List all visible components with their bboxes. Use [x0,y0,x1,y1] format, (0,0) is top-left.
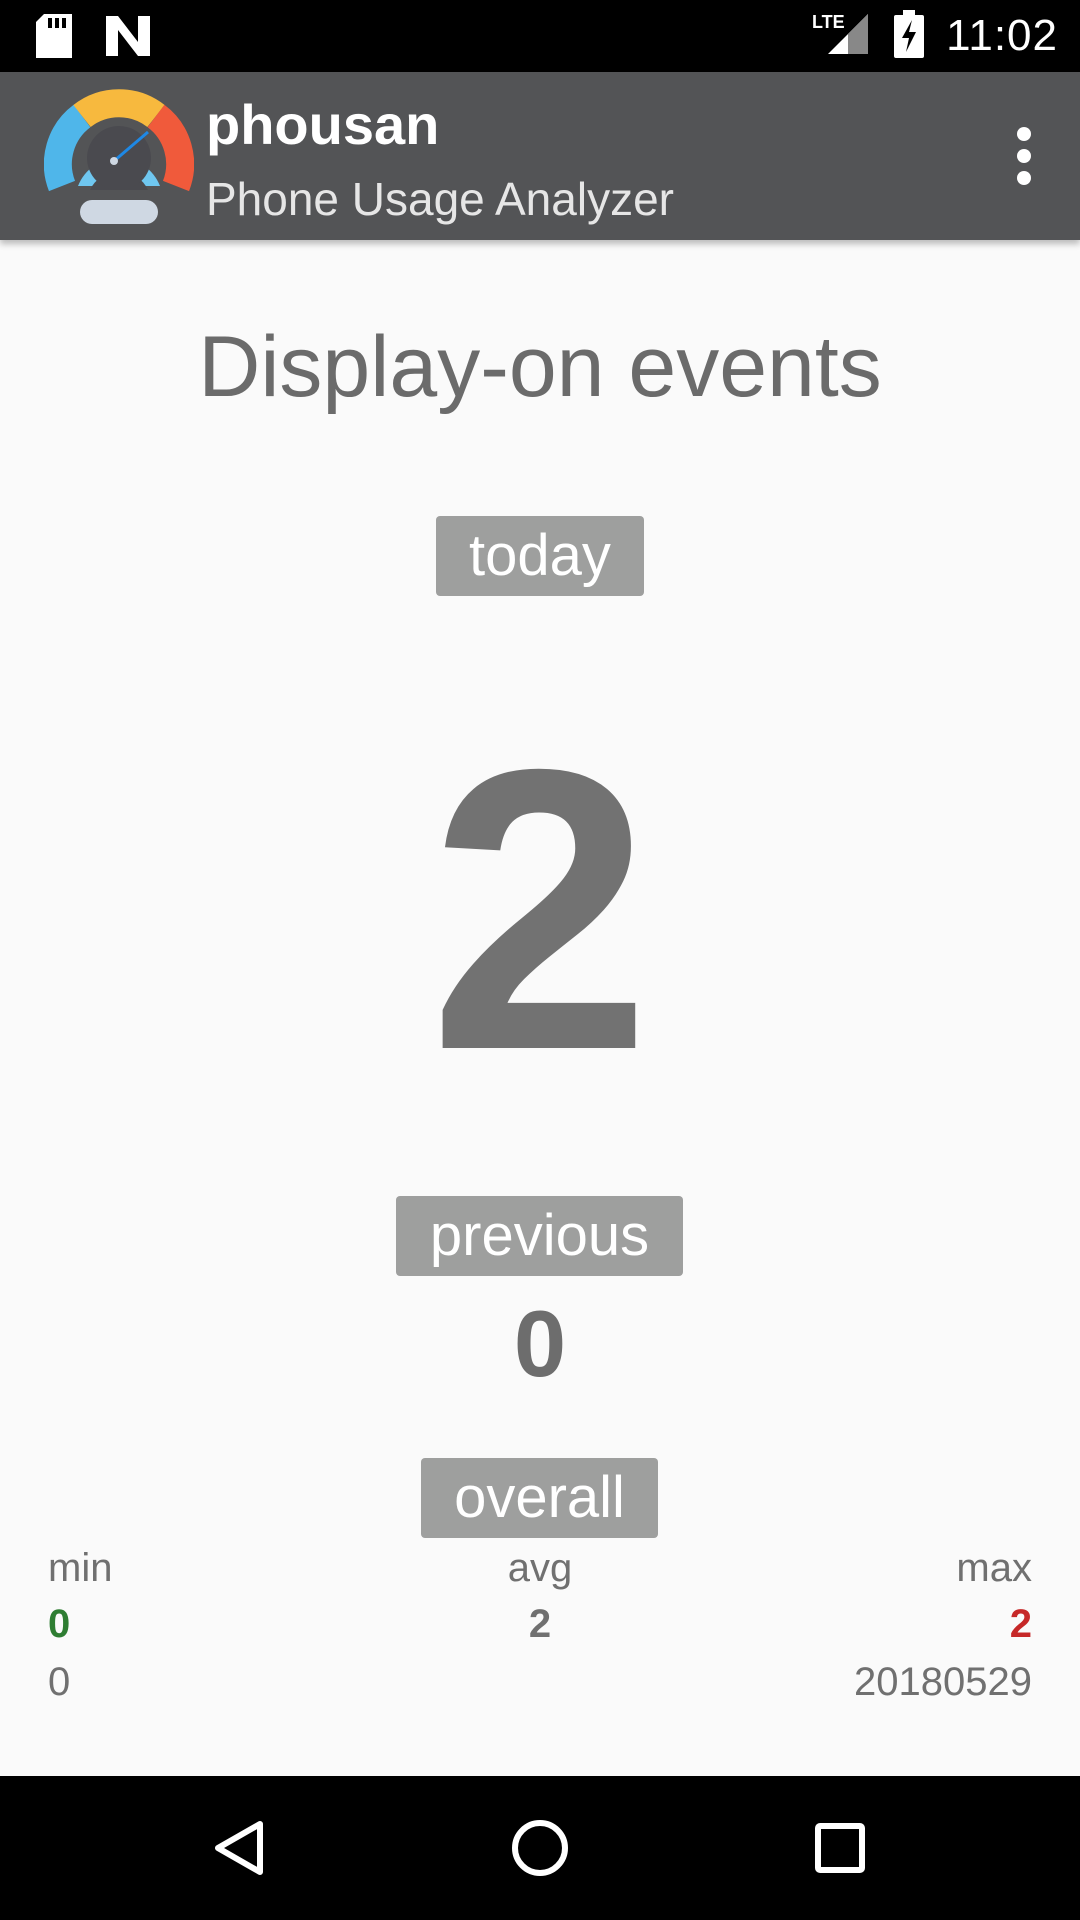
previous-chip: previous [396,1196,683,1276]
home-icon[interactable] [498,1806,582,1890]
overflow-menu-icon[interactable] [994,122,1054,192]
overall-chip: overall [421,1458,658,1538]
navigation-bar [0,1776,1080,1920]
page-title: Display-on events [198,319,882,415]
status-time: 11:02 [946,11,1058,60]
n-notification-icon [106,16,150,60]
lte-signal-icon: LTE [812,10,872,62]
max-date: 20180529 [854,1660,1032,1704]
battery-charging-icon [894,10,925,62]
recents-icon[interactable] [798,1806,882,1890]
app-subtitle: Phone Usage Analyzer [206,173,674,225]
max-value: 2 [1009,1602,1032,1646]
today-count: 2 [428,686,652,1133]
status-notifications [36,14,150,62]
today-chip: today [436,516,644,596]
sd-card-icon [36,14,72,62]
previous-count: 0 [513,1291,567,1396]
speedometer-logo-icon [43,86,195,226]
back-icon[interactable] [198,1806,282,1890]
app-title: phousan [206,93,440,156]
status-bar: LTE 11:02 [0,0,1080,72]
app-bar: phousan Phone Usage Analyzer [0,72,1080,240]
max-label: max [956,1546,1032,1590]
min-date: 0 [48,1660,71,1704]
min-label: min [48,1546,113,1590]
svg-text:LTE: LTE [812,12,845,32]
avg-label: avg [507,1546,573,1590]
min-value: 0 [48,1602,71,1646]
status-system: LTE 11:02 [812,0,1058,72]
avg-value: 2 [528,1602,552,1646]
